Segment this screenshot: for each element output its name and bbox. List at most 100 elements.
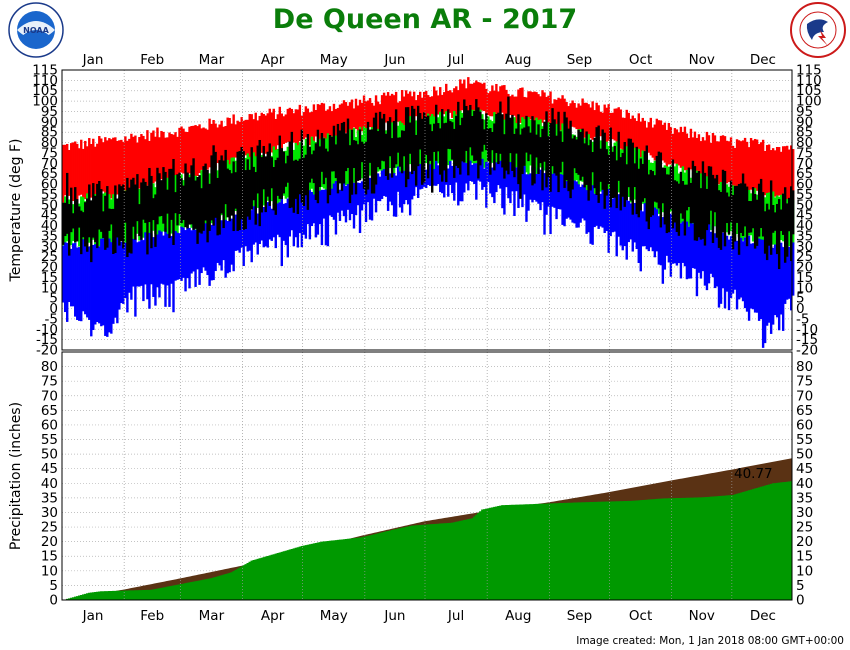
precip-tick-left: 75 xyxy=(41,374,58,390)
observed-range-bar xyxy=(160,180,163,216)
observed-range-bar xyxy=(190,165,193,225)
normal-low-bar xyxy=(334,180,338,235)
observed-range-bar xyxy=(523,127,526,166)
normal-low-bar xyxy=(82,239,85,312)
observed-range-bar xyxy=(110,209,113,225)
record-high-bar xyxy=(713,135,717,184)
observed-range-bar xyxy=(677,183,681,236)
record-high-bar xyxy=(94,146,97,199)
record-high-bar xyxy=(475,80,478,115)
observed-range-bar xyxy=(629,138,632,201)
observed-range-bar xyxy=(70,187,73,233)
observed-range-bar xyxy=(597,125,600,203)
record-high-bar xyxy=(268,108,271,148)
observed-range-bar xyxy=(350,129,354,195)
record-high-bar xyxy=(338,104,342,134)
record-high-bar xyxy=(643,120,646,155)
record-high-bar xyxy=(435,90,438,113)
observed-range-bar xyxy=(567,128,570,192)
record-high-bar xyxy=(451,92,454,118)
normal-low-bar xyxy=(749,243,753,309)
temp-tick-right: 40 xyxy=(796,218,813,234)
normal-low-bar xyxy=(300,193,304,248)
record-high-bar xyxy=(264,115,267,154)
record-high-bar xyxy=(302,112,306,140)
observed-range-bar xyxy=(531,116,534,186)
record-high-bar xyxy=(76,143,79,202)
observed-range-bar xyxy=(431,131,434,193)
record-high-bar xyxy=(284,114,288,143)
normal-low-bar xyxy=(386,178,390,211)
normal-low-bar xyxy=(360,181,364,211)
observed-range-bar xyxy=(142,178,145,220)
observed-range-bar xyxy=(274,160,277,215)
observed-range-bar xyxy=(701,161,705,239)
observed-range-bar xyxy=(118,184,121,246)
month-label-bottom: Feb xyxy=(140,608,164,624)
normal-low-bar xyxy=(144,232,147,285)
record-high-bar xyxy=(402,96,406,127)
normal-low-bar xyxy=(178,233,181,280)
observed-range-bar xyxy=(166,189,169,214)
normal-low-bar xyxy=(475,163,478,200)
record-high-bar xyxy=(374,95,378,129)
normal-low-bar xyxy=(190,230,193,274)
month-label-top: Dec xyxy=(750,52,776,68)
observed-range-bar xyxy=(156,167,159,225)
normal-low-bar xyxy=(216,216,219,263)
observed-range-bar xyxy=(783,187,787,263)
record-high-bar xyxy=(761,139,765,200)
observed-range-bar xyxy=(505,113,508,171)
record-high-bar xyxy=(118,140,121,189)
observed-range-bar xyxy=(216,177,219,236)
observed-range-bar xyxy=(777,199,781,270)
normal-low-bar xyxy=(354,184,358,216)
record-high-bar xyxy=(781,146,785,202)
observed-range-bar xyxy=(693,166,697,241)
normal-low-bar xyxy=(76,247,79,320)
normal-low-bar xyxy=(487,162,490,183)
observed-range-bar xyxy=(485,113,488,151)
observed-range-bar xyxy=(364,141,368,195)
observed-range-bar xyxy=(611,151,614,199)
normal-low-bar xyxy=(340,184,344,211)
record-high-bar xyxy=(569,103,572,126)
normal-low-bar xyxy=(511,171,514,192)
observed-range-bar xyxy=(352,140,356,169)
observed-range-bar xyxy=(433,123,436,152)
temp-tick-right: -15 xyxy=(796,332,818,348)
record-high-bar xyxy=(102,142,105,192)
normal-low-bar xyxy=(412,166,416,196)
normal-low-bar xyxy=(218,222,221,266)
record-high-bar xyxy=(344,102,348,133)
record-high-bar xyxy=(230,123,233,164)
normal-low-bar xyxy=(629,203,632,240)
normal-low-bar xyxy=(238,214,241,253)
record-high-bar xyxy=(611,112,614,140)
record-high-bar xyxy=(384,95,388,123)
month-label-bottom: Sep xyxy=(567,608,592,624)
normal-low-bar xyxy=(789,244,793,311)
normal-low-bar xyxy=(200,229,203,274)
record-high-bar xyxy=(777,147,781,196)
observed-range-bar xyxy=(581,128,584,177)
temp-tick-left: 80 xyxy=(41,135,58,151)
normal-low-bar xyxy=(517,170,520,208)
observed-range-bar xyxy=(218,160,221,235)
observed-range-bar xyxy=(475,99,478,161)
record-high-bar xyxy=(162,131,165,181)
observed-range-bar xyxy=(499,101,502,154)
temp-tick-left: 55 xyxy=(41,187,58,203)
normal-low-bar xyxy=(90,245,93,337)
observed-range-bar xyxy=(719,191,723,250)
normal-low-bar xyxy=(406,166,410,205)
record-high-bar xyxy=(140,134,143,191)
record-high-bar xyxy=(180,126,183,173)
record-high-bar xyxy=(537,94,540,125)
normal-low-bar xyxy=(68,247,71,303)
normal-low-bar xyxy=(543,173,546,235)
normal-low-bar xyxy=(467,167,470,191)
observed-range-bar xyxy=(342,121,346,184)
axes: Jan Jan Feb Feb Mar Mar Apr Apr May May Jun Jun Jul J… xyxy=(8,52,822,624)
temp-tick-left: -15 xyxy=(36,332,58,348)
